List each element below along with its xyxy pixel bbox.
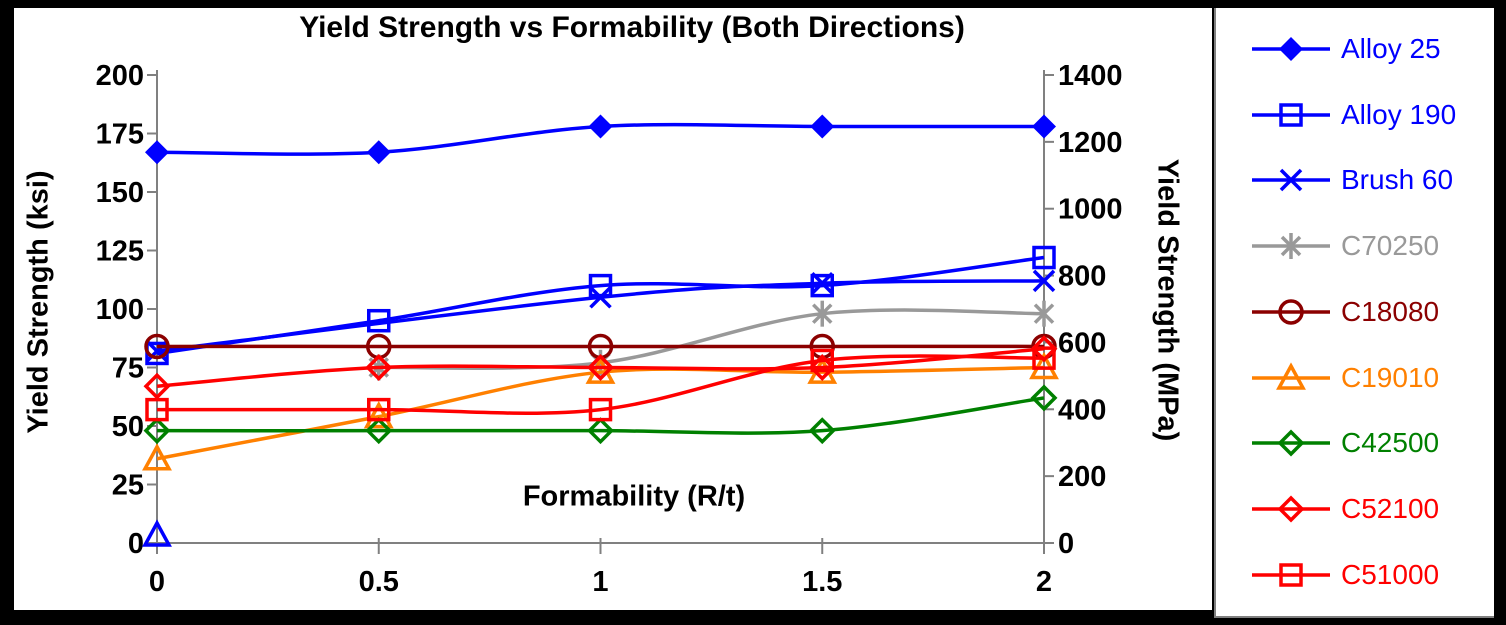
legend-marker-icon <box>1252 495 1330 523</box>
legend-item: C51000 <box>1216 557 1494 593</box>
legend-item: C18080 <box>1216 294 1494 330</box>
legend-marker-icon <box>1252 362 1330 390</box>
legend-item-label: C52100 <box>1341 493 1440 525</box>
plot-panel <box>14 8 1212 610</box>
series-marker <box>1277 429 1305 457</box>
series-marker <box>1277 495 1305 523</box>
legend-item: Brush 60 <box>1216 162 1494 198</box>
legend-item: Alloy 190 <box>1216 97 1494 133</box>
x-axis-title: Formability (R/t) <box>522 480 746 513</box>
legend-item: C70250 <box>1216 228 1494 264</box>
legend-item-label: Alloy 25 <box>1341 32 1441 64</box>
legend-item-label: C19010 <box>1341 361 1440 393</box>
series-marker <box>1276 362 1306 390</box>
legend-item-label: C51000 <box>1341 559 1440 590</box>
legend-item: Alloy 25 <box>1216 31 1494 67</box>
series-marker <box>1278 299 1304 325</box>
legend-marker-icon <box>1252 563 1330 587</box>
series-marker <box>1280 235 1302 257</box>
legend-item: C42500 <box>1216 425 1494 461</box>
series-marker <box>1279 36 1303 61</box>
legend-panel: Alloy 25 Alloy 190 Brush 60 C70250 C1808… <box>1214 8 1494 618</box>
legend-item: C52100 <box>1216 491 1494 527</box>
series-marker <box>1279 102 1303 127</box>
series-marker <box>1279 563 1303 587</box>
legend-item: C19010 <box>1216 360 1494 396</box>
series-marker <box>1279 169 1303 192</box>
legend-marker-icon <box>1252 233 1330 260</box>
legend-item-label: Alloy 190 <box>1341 98 1457 130</box>
legend-marker-icon <box>1252 169 1330 192</box>
legend-item-label: C42500 <box>1341 427 1440 459</box>
legend-item-label: C18080 <box>1341 295 1440 327</box>
legend-marker-icon <box>1252 299 1330 325</box>
y-axis-left-title: Yield Strength (ksi) <box>22 170 55 434</box>
chart-title: Yield Strength vs Formability (Both Dire… <box>299 11 965 44</box>
legend-item-label: C70250 <box>1341 230 1440 262</box>
legend-marker-icon <box>1252 429 1330 457</box>
y-axis-right-title: Yield Strength (MPa) <box>1151 158 1184 442</box>
legend-item-label: Brush 60 <box>1341 164 1454 196</box>
legend-marker-icon <box>1252 102 1330 127</box>
legend-marker-icon <box>1252 36 1330 61</box>
